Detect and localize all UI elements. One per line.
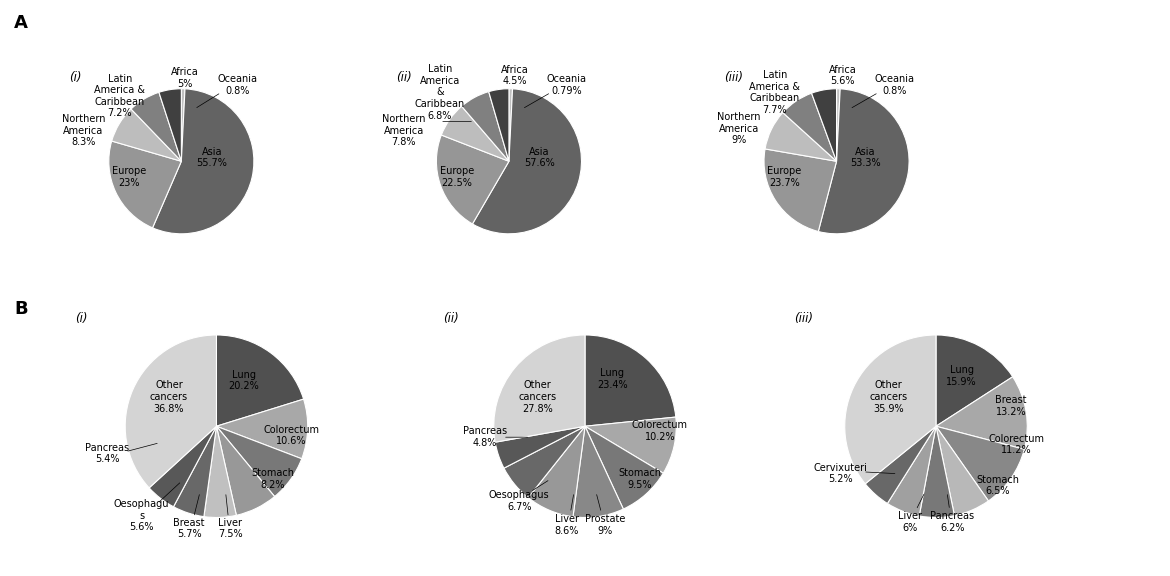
Wedge shape (204, 426, 236, 517)
Text: Africa
4.5%: Africa 4.5% (501, 65, 529, 86)
Wedge shape (865, 426, 936, 503)
Wedge shape (585, 335, 676, 426)
Text: Other
cancers
35.9%: Other cancers 35.9% (869, 380, 908, 414)
Text: Other
cancers
27.8%: Other cancers 27.8% (518, 380, 557, 414)
Text: B: B (14, 300, 28, 317)
Wedge shape (149, 426, 216, 507)
Wedge shape (436, 135, 509, 224)
Wedge shape (441, 106, 509, 161)
Wedge shape (887, 426, 936, 516)
Text: Liver
7.5%: Liver 7.5% (218, 518, 242, 539)
Text: Europe
23.7%: Europe 23.7% (768, 166, 801, 188)
Wedge shape (489, 89, 509, 161)
Wedge shape (125, 335, 216, 488)
Wedge shape (936, 426, 989, 516)
Text: Stomach
9.5%: Stomach 9.5% (618, 468, 661, 490)
Text: (i): (i) (75, 312, 88, 325)
Wedge shape (920, 426, 955, 517)
Text: Europe
23%: Europe 23% (112, 166, 146, 188)
Text: Africa
5%: Africa 5% (171, 67, 199, 89)
Wedge shape (504, 426, 585, 498)
Text: Lung
15.9%: Lung 15.9% (947, 365, 977, 387)
Text: Oesophagu
s
5.6%: Oesophagu s 5.6% (113, 499, 170, 532)
Text: Prostate
9%: Prostate 9% (585, 514, 625, 536)
Wedge shape (528, 426, 585, 517)
Text: (iii): (iii) (724, 71, 743, 84)
Text: Lung
20.2%: Lung 20.2% (228, 370, 260, 392)
Wedge shape (216, 335, 303, 426)
Text: Northern
America
7.8%: Northern America 7.8% (383, 114, 426, 147)
Text: Northern
America
8.3%: Northern America 8.3% (62, 114, 105, 147)
Text: Pancreas
6.2%: Pancreas 6.2% (930, 511, 975, 533)
Text: Liver
6%: Liver 6% (899, 511, 922, 533)
Text: Stomach
6.5%: Stomach 6.5% (977, 475, 1019, 497)
Wedge shape (159, 89, 181, 161)
Text: Oceania
0.79%: Oceania 0.79% (548, 74, 587, 96)
Text: Pancreas
4.8%: Pancreas 4.8% (462, 426, 507, 448)
Text: Colorectum
11.2%: Colorectum 11.2% (989, 434, 1045, 455)
Wedge shape (936, 335, 1013, 426)
Wedge shape (936, 426, 1024, 501)
Text: Africa
5.6%: Africa 5.6% (828, 65, 856, 86)
Text: (ii): (ii) (397, 71, 412, 84)
Text: Latin
America &
Caribbean
7.2%: Latin America & Caribbean 7.2% (95, 74, 145, 119)
Text: Asia
57.6%: Asia 57.6% (524, 147, 555, 168)
Wedge shape (495, 426, 585, 468)
Wedge shape (765, 112, 837, 161)
Wedge shape (152, 89, 254, 234)
Text: (iii): (iii) (794, 312, 813, 325)
Text: Northern
America
9%: Northern America 9% (717, 112, 761, 145)
Wedge shape (764, 149, 837, 232)
Text: (i): (i) (69, 71, 82, 84)
Wedge shape (812, 89, 837, 161)
Text: Liver
8.6%: Liver 8.6% (555, 514, 579, 536)
Wedge shape (173, 426, 216, 517)
Wedge shape (216, 426, 302, 497)
Text: Breast
5.7%: Breast 5.7% (173, 518, 205, 539)
Wedge shape (131, 92, 181, 161)
Wedge shape (109, 141, 181, 228)
Text: Breast
13.2%: Breast 13.2% (994, 395, 1026, 417)
Wedge shape (783, 93, 837, 161)
Text: Other
cancers
36.8%: Other cancers 36.8% (150, 380, 188, 414)
Wedge shape (585, 417, 676, 473)
Text: Oesophagus
6.7%: Oesophagus 6.7% (489, 490, 550, 512)
Wedge shape (111, 109, 181, 161)
Wedge shape (818, 89, 909, 234)
Text: Colorectum
10.2%: Colorectum 10.2% (632, 420, 688, 442)
Text: (ii): (ii) (443, 312, 460, 325)
Wedge shape (494, 335, 585, 442)
Text: Pancreas
5.4%: Pancreas 5.4% (85, 443, 129, 464)
Text: Latin
America &
Caribbean
7.7%: Latin America & Caribbean 7.7% (750, 70, 800, 115)
Wedge shape (837, 89, 840, 161)
Text: Asia
53.3%: Asia 53.3% (851, 147, 881, 168)
Text: Latin
America
&
Caribbean
6.8%: Latin America & Caribbean 6.8% (415, 64, 466, 120)
Text: Europe
22.5%: Europe 22.5% (440, 166, 474, 188)
Wedge shape (216, 399, 308, 458)
Text: Lung
23.4%: Lung 23.4% (597, 368, 627, 389)
Wedge shape (573, 426, 624, 517)
Wedge shape (509, 89, 512, 161)
Text: Oceania
0.8%: Oceania 0.8% (218, 74, 257, 96)
Wedge shape (216, 426, 275, 516)
Text: Stomach
8.2%: Stomach 8.2% (252, 468, 295, 490)
Text: A: A (14, 14, 28, 32)
Text: Oceania
0.8%: Oceania 0.8% (875, 74, 915, 96)
Wedge shape (462, 92, 509, 161)
Wedge shape (181, 89, 185, 161)
Wedge shape (845, 335, 936, 484)
Wedge shape (473, 89, 581, 234)
Wedge shape (585, 426, 663, 509)
Text: Colorectum
10.6%: Colorectum 10.6% (263, 425, 319, 446)
Text: Cervixuteri
5.2%: Cervixuteri 5.2% (813, 463, 867, 484)
Text: Asia
55.7%: Asia 55.7% (197, 147, 227, 168)
Wedge shape (936, 377, 1027, 449)
